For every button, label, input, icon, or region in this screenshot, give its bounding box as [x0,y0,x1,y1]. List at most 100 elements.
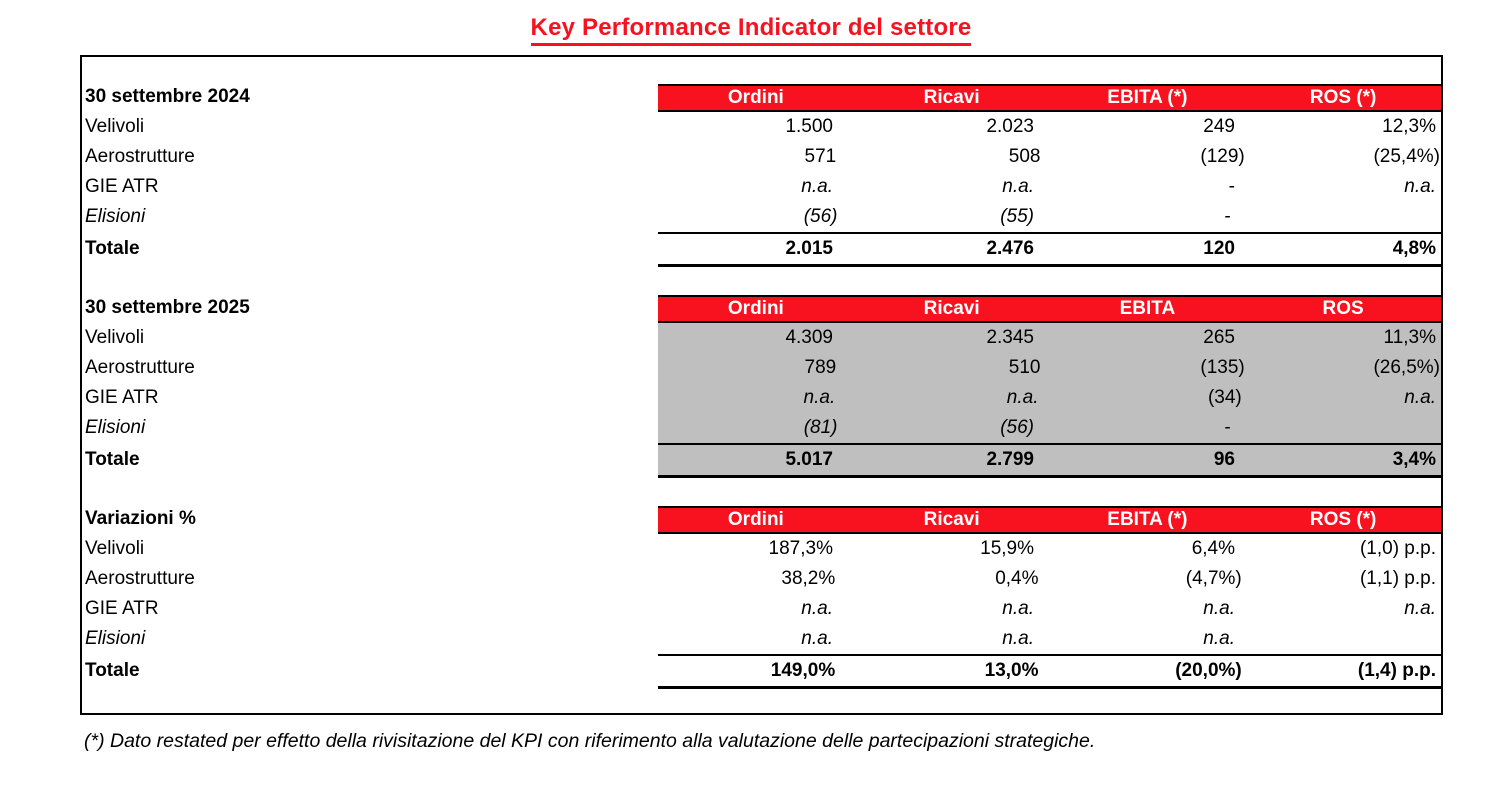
total-value-cell: 149,0% [658,654,862,689]
table-row: GIE ATR n.a. n.a. - n.a. [82,172,1441,202]
section-header-row: Variazioni % Ordini Ricavi EBITA (*) ROS (*) [82,506,1441,534]
value-cell: 2.023 [986,116,1034,137]
section-label: 30 settembre 2025 [85,297,250,318]
value-cell: - [1228,176,1235,197]
value-cell: 11,3% [1261,323,1441,353]
column-header: EBITA (*) [1049,506,1246,534]
row-label: GIE ATR [85,387,159,408]
column-header: ROS [1245,295,1441,323]
value-cell: 249 [1203,116,1235,137]
table-row: Velivoli 1.500 2.023 249 12,3% [82,112,1441,142]
column-header: Ricavi [853,84,1050,112]
row-label: Velivoli [85,327,145,348]
section-label: Variazioni % [85,508,196,529]
column-header: Ricavi [853,295,1050,323]
value-cell: 4.309 [658,323,859,353]
value-cell: (1,0) p.p. [1359,538,1436,559]
total-value-cell: 96 [1060,443,1261,478]
value-cell: 510 [862,353,1067,383]
value-cell: n.a. [1404,176,1436,197]
column-header: EBITA (*) [1049,84,1246,112]
table-row: Velivoli 4.309 2.345 265 11,3% [82,323,1441,353]
value-cell: (1,1) p.p. [1359,568,1436,589]
column-header: Ordini [658,295,854,323]
row-label: Elisioni [85,628,146,649]
total-value-cell: 13,0% [861,654,1065,689]
row-label: GIE ATR [85,176,159,197]
value-cell: - [1051,413,1257,443]
value-cell: n.a. [1002,598,1034,619]
value-cell: 0,4% [995,568,1039,589]
value-cell [1261,624,1441,654]
value-cell: 508 [1008,146,1041,167]
value-cell: n.a. [801,176,833,197]
value-cell: - [1224,206,1231,227]
value-cell: n.a. [1002,628,1034,649]
total-label: Totale [85,449,140,470]
section-header-row: 30 settembre 2025 Ordini Ricavi EBITA ROS [82,295,1441,323]
row-label: Aerostrutture [85,357,195,378]
value-cell: n.a. [1203,598,1235,619]
table-row: GIE ATR n.a. n.a. n.a. n.a. [82,594,1441,624]
title-bar: Key Performance Indicator del settore [0,14,1502,46]
value-cell: n.a. [801,598,833,619]
total-row: Totale 2.015 2.476 120 4,8% [82,232,1441,267]
column-header: ROS (*) [1245,84,1441,112]
total-row: Totale 149,0% 13,0% (20,0%) (1,4) p.p. [82,654,1441,689]
total-label: Totale [85,660,140,681]
value-cell: (56) [803,206,838,227]
value-cell: 265 [1060,323,1261,353]
value-cell [1256,413,1441,443]
page-title: Key Performance Indicator del settore [530,14,972,46]
table-row: Aerostrutture 571 508 (129) (25,4%) [82,142,1441,172]
row-label: Aerostrutture [85,568,195,589]
footnote: (*) Dato restated per effetto della rivi… [84,730,1096,752]
total-value-cell: 120 [1060,232,1261,267]
total-label: Totale [85,238,140,259]
value-cell: 571 [804,146,837,167]
value-cell: 12,3% [1382,116,1436,137]
value-cell: n.a. [1404,598,1436,619]
value-cell: n.a. [658,383,862,413]
value-cell: (55) [1000,206,1034,227]
table-row: GIE ATR n.a. n.a. (34) n.a. [82,383,1441,413]
value-cell: 187,3% [768,538,833,559]
total-value-cell: 4,8% [1261,232,1441,267]
kpi-section: 30 settembre 2024 Ordini Ricavi EBITA (*) RO… [82,84,1441,267]
value-cell: n.a. [1258,383,1441,413]
table-row: Aerostrutture 38,2% 0,4% (4,7%) (1,1) p.p. [82,564,1441,594]
value-cell: n.a. [1203,628,1235,649]
table-row: Velivoli 187,3% 15,9% 6,4% (1,0) p.p. [82,534,1441,564]
value-cell: n.a. [1002,176,1034,197]
row-label: Elisioni [85,206,146,227]
kpi-section: Variazioni % Ordini Ricavi EBITA (*) ROS (*)… [82,506,1441,689]
table-row: Elisioni (81) (56) - [82,413,1441,443]
total-row: Totale 5.017 2.799 96 3,4% [82,443,1441,478]
value-cell: (4,7%) [1185,568,1242,589]
value-cell: 6,4% [1191,538,1235,559]
row-label: GIE ATR [85,598,159,619]
value-cell: n.a. [801,628,833,649]
column-header: EBITA [1049,295,1246,323]
value-cell: 789 [658,353,863,383]
value-cell: 38,2% [781,568,836,589]
column-header: Ricavi [853,506,1050,534]
value-cell: (26,5%) [1261,353,1441,383]
section-label: 30 settembre 2024 [85,86,250,107]
row-label: Velivoli [85,116,145,137]
total-value-cell: 2.476 [859,232,1060,267]
kpi-table: 30 settembre 2024 Ordini Ricavi EBITA (*) RO… [80,55,1443,715]
column-header: Ordini [658,506,854,534]
value-cell: (56) [854,413,1051,443]
section-header-row: 30 settembre 2024 Ordini Ricavi EBITA (*) RO… [82,84,1441,112]
value-cell: (135) [1066,353,1262,383]
total-value-cell: (20,0%) [1064,654,1259,689]
total-value-cell: 3,4% [1261,443,1441,478]
total-value-cell: 2.015 [658,232,859,267]
total-value-cell: 2.799 [859,443,1060,478]
value-cell: 1.500 [785,116,833,137]
total-value-cell: (1,4) p.p. [1258,654,1441,689]
value-cell: n.a. [861,383,1065,413]
value-cell: 2.345 [859,323,1060,353]
row-label: Aerostrutture [85,146,195,167]
